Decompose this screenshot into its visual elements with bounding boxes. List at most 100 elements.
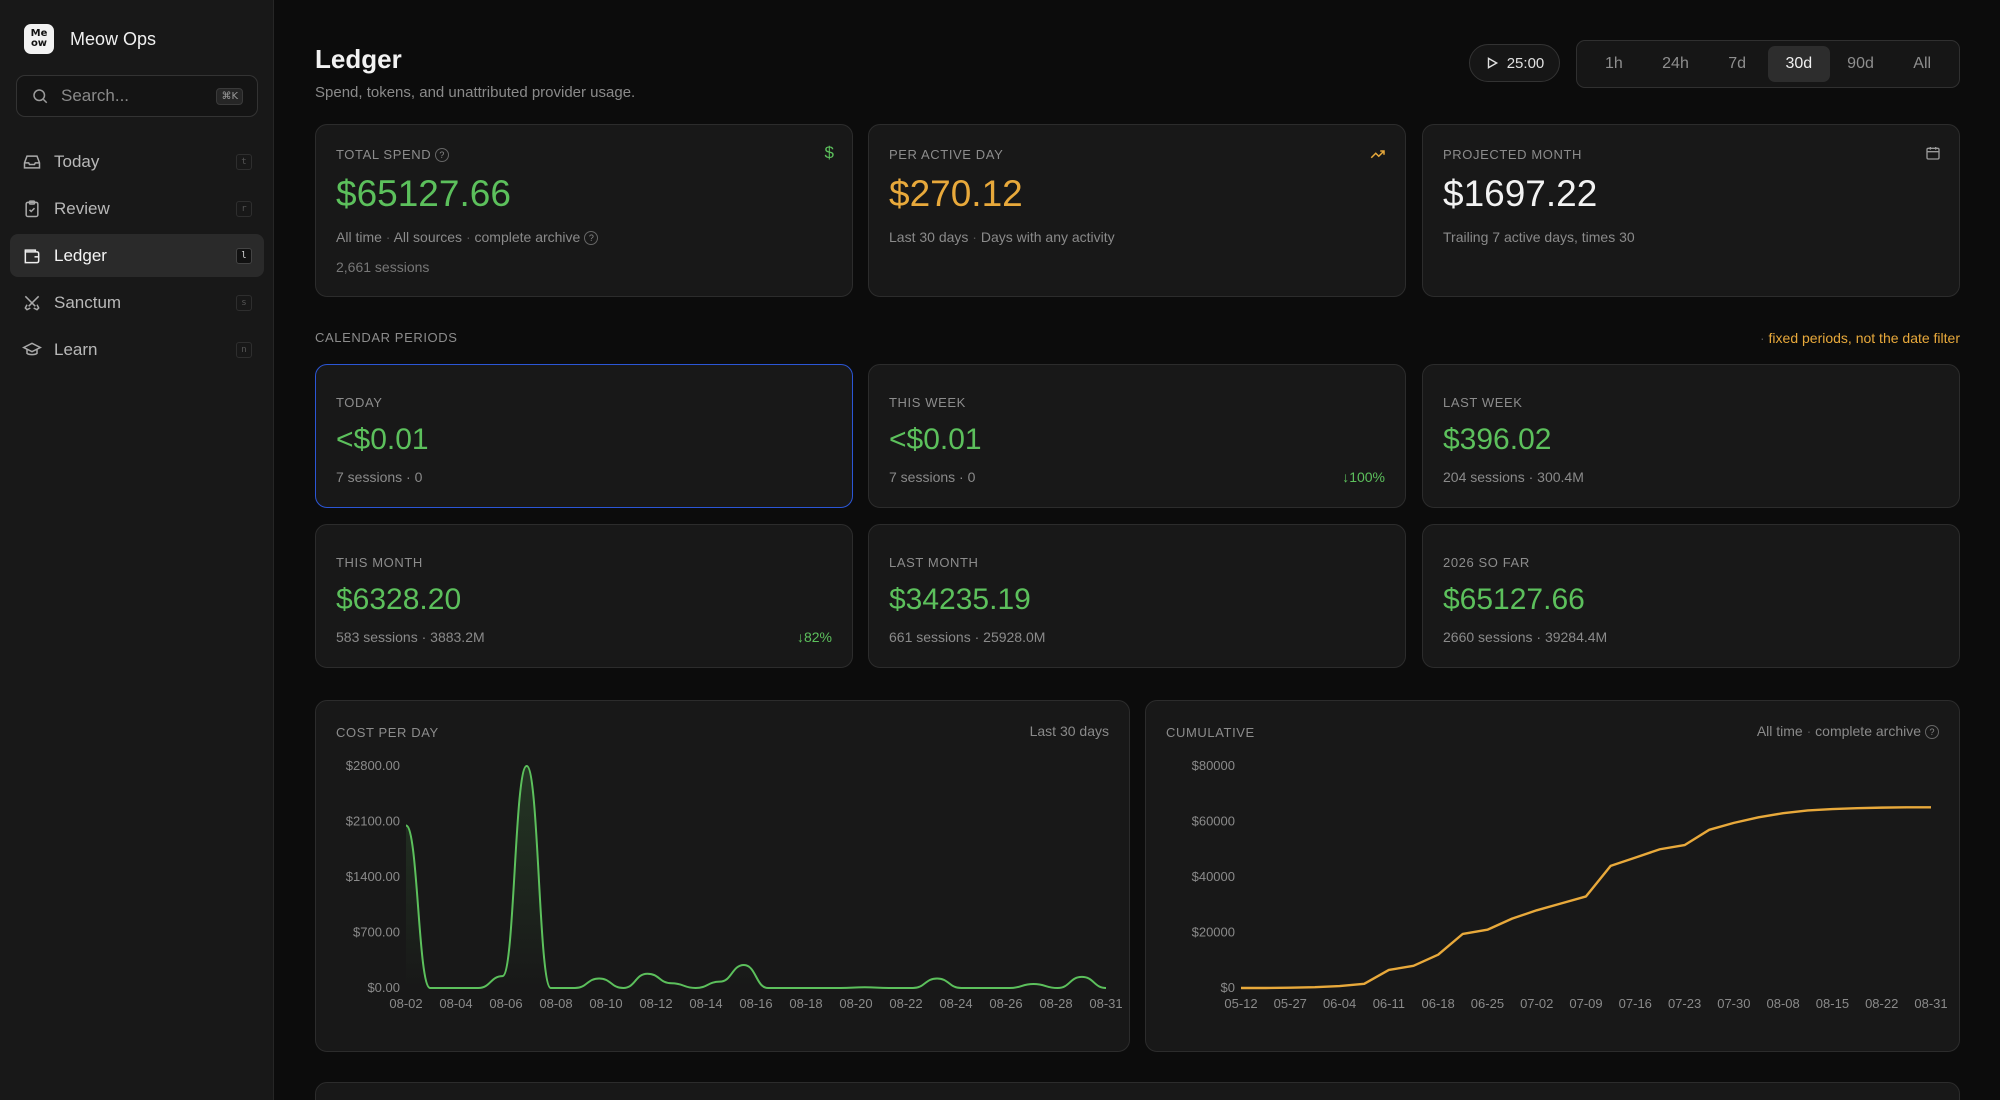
card-label: PROJECTED MONTH: [1443, 147, 1582, 162]
projected-month-card: PROJECTED MONTH $1697.22 Trailing 7 acti…: [1422, 124, 1960, 297]
shortcut-hint: r: [236, 200, 252, 217]
card-label: PER ACTIVE DAY: [889, 147, 1004, 162]
y-tick-label: $40000: [1192, 869, 1235, 884]
search-input[interactable]: [61, 86, 201, 106]
x-tick-label: 08-26: [989, 996, 1022, 1011]
app-logo: Me ow: [24, 24, 54, 54]
tag: Last 30 days: [889, 229, 969, 245]
x-tick-label: 08-22: [1865, 996, 1898, 1011]
period-meta: 583 sessions · 3883.2M: [336, 629, 485, 645]
search-box[interactable]: ⌘K: [16, 75, 258, 117]
period-card-this-week[interactable]: THIS WEEK <$0.01 7 sessions · 0 ↓100%: [868, 364, 1406, 508]
page-subtitle: Spend, tokens, and unattributed provider…: [315, 84, 636, 101]
y-tick-label: $2800.00: [346, 758, 400, 773]
cost-per-day-chart-card: COST PER DAY Last 30 days $0.00 $700.00 $1…: [315, 700, 1130, 1052]
calendar-icon: [1925, 145, 1941, 166]
sidebar: Meow Meow Ops ⌘K Today t Review r: [0, 0, 274, 1100]
period-card-this-month[interactable]: THIS MONTH $6328.20 583 sessions · 3883.…: [315, 524, 853, 668]
period-card-last-week[interactable]: LAST WEEK $396.02 204 sessions · 300.4M: [1422, 364, 1960, 508]
x-tick-label: 07-16: [1619, 996, 1652, 1011]
x-tick-label: 07-09: [1569, 996, 1602, 1011]
projected-month-value: $1697.22: [1443, 173, 1598, 214]
sidebar-item-learn[interactable]: Learn n: [10, 328, 264, 371]
card-label: TODAY: [336, 395, 383, 410]
period-card-last-month[interactable]: LAST MONTH $34235.19 661 sessions · 2592…: [868, 524, 1406, 668]
wallet-icon: [22, 246, 42, 266]
x-tick-label: 08-08: [1767, 996, 1800, 1011]
period-meta: 204 sessions · 300.4M: [1443, 469, 1584, 485]
period-value: $65127.66: [1443, 583, 1585, 616]
date-range-selector: 1h 24h 7d 30d 90d All: [1576, 40, 1960, 88]
tag: Days with any activity: [980, 229, 1115, 245]
x-tick-label: 08-08: [539, 996, 572, 1011]
card-label: THIS MONTH: [336, 555, 423, 570]
x-tick-label: 08-20: [839, 996, 872, 1011]
section-label: CALENDAR PERIODS: [315, 330, 458, 345]
range-90d[interactable]: 90d: [1847, 55, 1874, 72]
series-line: [1241, 806, 1932, 990]
help-icon[interactable]: ?: [435, 148, 450, 162]
sidebar-item-ledger[interactable]: Ledger l: [10, 234, 264, 277]
total-spend-card: TOTAL SPEND? $ $65127.66 All time · All …: [315, 124, 853, 297]
x-tick-label: 08-31: [1914, 996, 1947, 1011]
range-30d[interactable]: 30d: [1768, 46, 1830, 82]
x-tick-label: 08-14: [689, 996, 722, 1011]
help-icon[interactable]: ?: [1925, 725, 1939, 739]
range-24h[interactable]: 24h: [1662, 55, 1689, 72]
x-tick-label: 08-02: [389, 996, 422, 1011]
tag: complete archive: [474, 229, 581, 245]
period-value: <$0.01: [336, 423, 429, 456]
y-tick-label: $60000: [1192, 814, 1235, 829]
next-section-card: [315, 1082, 1960, 1100]
search-icon: [33, 89, 48, 104]
sidebar-item-review[interactable]: Review r: [10, 187, 264, 230]
chart-title: CUMULATIVE: [1166, 725, 1255, 740]
shortcut-hint: s: [236, 294, 252, 311]
y-tick-label: $0: [1221, 980, 1235, 995]
x-tick-label: 08-15: [1816, 996, 1849, 1011]
range-1h[interactable]: 1h: [1604, 55, 1623, 72]
card-label: 2026 SO FAR: [1443, 555, 1530, 570]
card-label-text: TOTAL SPEND: [336, 147, 432, 162]
sidebar-item-today[interactable]: Today t: [10, 140, 264, 183]
chart-range-label: Last 30 days: [1029, 723, 1109, 739]
brand[interactable]: Me ow Meow Ops: [24, 24, 156, 54]
per-active-day-card: PER ACTIVE DAY $270.12 Last 30 days · Da…: [868, 124, 1406, 297]
sidebar-item-sanctum[interactable]: Sanctum s: [10, 281, 264, 324]
range-all[interactable]: All: [1913, 55, 1932, 72]
period-value: <$0.01: [889, 423, 982, 456]
card-label: THIS WEEK: [889, 395, 966, 410]
x-tick-label: 08-22: [889, 996, 922, 1011]
x-tick-label: 08-12: [639, 996, 672, 1011]
timer-button[interactable]: 25:00: [1469, 44, 1560, 82]
sidebar-nav: Today t Review r Ledger l: [10, 140, 264, 375]
section-note-text: fixed periods, not the date filter: [1768, 330, 1960, 346]
period-card-today[interactable]: TODAY <$0.01 7 sessions · 0: [315, 364, 853, 508]
trending-up-icon: [1369, 145, 1387, 168]
help-icon[interactable]: ?: [584, 231, 599, 245]
sidebar-item-label: Ledger: [54, 245, 107, 265]
y-tick-label: $700.00: [353, 925, 400, 940]
shortcut-hint: t: [236, 153, 252, 170]
per-active-day-value: $270.12: [889, 173, 1023, 214]
tag: All time: [1756, 723, 1803, 739]
inbox-icon: [22, 152, 42, 172]
x-tick-label: 08-24: [939, 996, 972, 1011]
x-tick-label: 08-04: [439, 996, 472, 1011]
period-card-year[interactable]: 2026 SO FAR $65127.66 2660 sessions · 39…: [1422, 524, 1960, 668]
x-tick-label: 07-30: [1717, 996, 1750, 1011]
total-spend-tags: All time · All sources · complete archiv…: [336, 229, 599, 245]
x-tick-label: 08-18: [789, 996, 822, 1011]
play-icon: [1487, 57, 1498, 69]
x-tick-label: 06-11: [1373, 996, 1405, 1011]
period-meta: 661 sessions · 25928.0M: [889, 629, 1046, 645]
range-7d[interactable]: 7d: [1728, 55, 1747, 72]
x-tick-label: 08-31: [1089, 996, 1122, 1011]
tag: All sources: [393, 229, 463, 245]
period-delta: ↓100%: [1342, 469, 1385, 485]
x-tick-label: 06-25: [1471, 996, 1504, 1011]
dollar-icon: $: [824, 143, 834, 162]
cost-per-day-chart: $0.00 $700.00 $1400.00 $2100.00 $2800.00 08-0…: [346, 758, 1123, 1011]
graduation-cap-icon: [22, 340, 42, 360]
